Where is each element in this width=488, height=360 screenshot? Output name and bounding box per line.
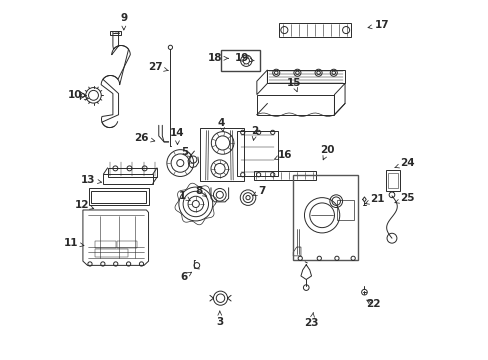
Text: 22: 22: [366, 299, 380, 309]
Bar: [293, 175, 358, 260]
Text: 12: 12: [75, 200, 94, 210]
Text: 1: 1: [179, 191, 190, 201]
Text: 8: 8: [195, 186, 206, 197]
Bar: [94, 242, 116, 248]
Text: 14: 14: [170, 128, 184, 145]
Text: 10: 10: [67, 90, 88, 100]
Text: 20: 20: [320, 145, 334, 160]
Bar: [107, 168, 157, 177]
Text: 25: 25: [394, 193, 414, 203]
Text: 21: 21: [365, 194, 384, 204]
Text: 9: 9: [120, 13, 127, 30]
Text: 11: 11: [63, 238, 84, 248]
Text: 2: 2: [251, 126, 258, 140]
Bar: [200, 129, 244, 181]
Text: 15: 15: [286, 78, 301, 92]
Text: 3: 3: [216, 311, 223, 327]
Bar: [254, 171, 315, 180]
Text: 18: 18: [208, 53, 228, 63]
Text: 27: 27: [148, 62, 168, 72]
Bar: [91, 190, 145, 203]
Bar: [336, 200, 353, 220]
Text: 17: 17: [367, 20, 389, 30]
Text: 19: 19: [234, 53, 254, 63]
Bar: [88, 189, 148, 206]
Text: 23: 23: [304, 313, 318, 328]
Text: 26: 26: [134, 133, 154, 143]
Text: 4: 4: [218, 118, 225, 131]
Text: 5: 5: [181, 147, 191, 157]
Bar: [220, 50, 260, 71]
Bar: [103, 174, 152, 184]
Bar: [94, 249, 128, 257]
Text: 24: 24: [394, 158, 414, 168]
Text: 7: 7: [252, 186, 264, 196]
Bar: [236, 131, 278, 176]
Bar: [279, 23, 351, 37]
Bar: [117, 242, 137, 248]
Bar: [386, 170, 399, 190]
Bar: [110, 31, 121, 35]
Text: 6: 6: [181, 272, 191, 282]
Bar: [387, 173, 397, 189]
Text: 13: 13: [81, 175, 102, 185]
Text: 16: 16: [274, 150, 292, 159]
